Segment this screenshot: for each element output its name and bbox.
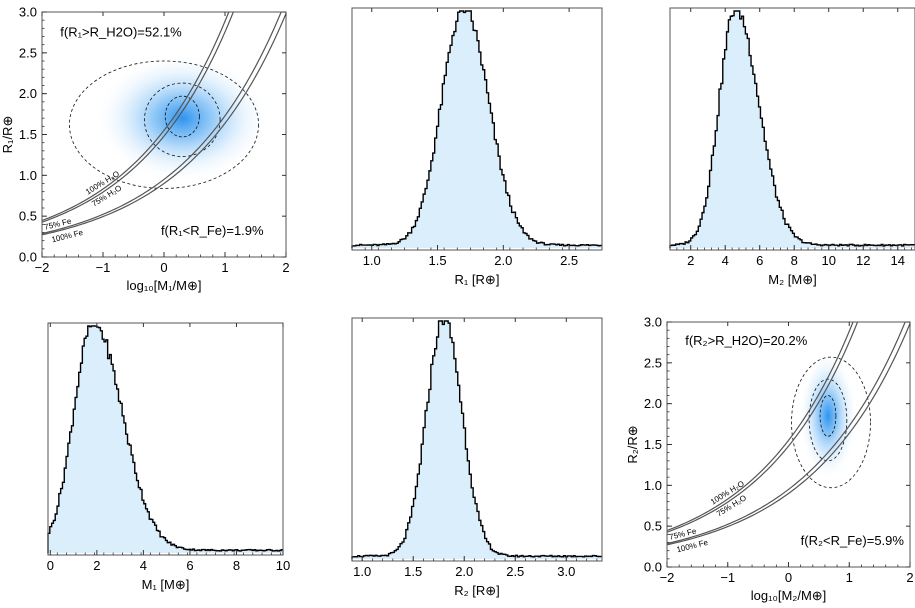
- p1-ytick-label: 2.0: [19, 86, 37, 101]
- p1-ylabel: R₁/R⊕: [0, 116, 15, 154]
- p6-xtick-label: −2: [660, 570, 675, 585]
- p3-xtick-label: 6: [756, 253, 763, 268]
- p5-hist-fill: [352, 321, 602, 559]
- p5-xtick-label: 3.0: [557, 564, 575, 579]
- p5-xtick-label: 2.5: [506, 564, 524, 579]
- p3-xlabel: M₂ [M⊕]: [768, 272, 816, 287]
- p4-xtick-label: 10: [276, 558, 290, 573]
- p2-xlabel: R₁ [R⊕]: [455, 272, 500, 287]
- p5-histogram: 1.0 1.5 2.0 2.5 3.0 R₂ [R⊕]: [351, 317, 603, 598]
- p3-xtick-label: 2: [687, 253, 694, 268]
- p3-histogram: 2 4 6 8 10 12 14 M₂ [M⊕]: [669, 7, 915, 287]
- p1-density: [94, 53, 271, 183]
- p5-xtick-label: 2.0: [455, 564, 473, 579]
- p6-curve-fe100: [667, 323, 910, 546]
- p1-ytick-label: 1.5: [19, 127, 37, 142]
- p5-xtick-label: 1.0: [353, 564, 371, 579]
- p1-curve-fe75: [42, 12, 282, 235]
- p1-ytick-label: 3.0: [19, 5, 37, 20]
- p5-frame: [351, 317, 603, 562]
- p1-plot-area: [42, 12, 286, 236]
- p4-histogram: 0 2 4 6 8 10 M₁ [M⊕]: [47, 322, 290, 592]
- p6-density: [798, 351, 858, 481]
- p4-xtick-label: 8: [233, 558, 240, 573]
- p6-annotation: f(R₂<R_Fe)=5.9%: [801, 533, 905, 548]
- p1-annotation: f(R₁>R_H2O)=52.1%: [60, 25, 182, 40]
- p1-contour: [144, 82, 221, 157]
- p6-ylabel: R₂/R⊕: [625, 425, 640, 463]
- p4-frame: [47, 322, 284, 556]
- p4-hist-fill: [48, 326, 283, 553]
- p5-xlabel: R₂ [R⊕]: [454, 583, 500, 598]
- p1-contour: [69, 60, 259, 189]
- p2-hist-fill: [352, 11, 602, 248]
- p2-hist-outline: [351, 10, 602, 248]
- p1-xtick-label: −2: [35, 260, 50, 275]
- p5-hist-outline: [351, 320, 602, 559]
- p1-curve-fe100: [42, 13, 286, 236]
- p6-ytick-label: 0.0: [644, 560, 662, 575]
- p4-xtick-label: 0: [47, 558, 54, 573]
- p6-curve-h2o100: [667, 322, 854, 532]
- p3-hist-fill: [670, 11, 915, 248]
- p3-xtick-label: 4: [722, 253, 729, 268]
- p6-contour: [791, 356, 871, 489]
- p2-xtick-label: 1.5: [428, 253, 446, 268]
- p3-xtick-label: 10: [821, 253, 835, 268]
- p1-xtick-label: 1: [221, 260, 228, 275]
- p4-xtick-label: 2: [93, 558, 100, 573]
- p6-contour: [819, 395, 837, 437]
- p3-hist-outline: [669, 10, 915, 248]
- p6-frame: [666, 321, 911, 568]
- p1-curve-h2o75: [42, 12, 234, 223]
- p1-ytick-label: 2.5: [19, 45, 37, 60]
- p1-ytick-label: 1.0: [19, 168, 37, 183]
- p3-xtick-label: 8: [791, 253, 798, 268]
- p6-plot-area: [667, 322, 910, 546]
- p6-xtick-label: 0: [785, 570, 792, 585]
- p6-curve-h2o75: [667, 322, 859, 533]
- p2-histogram: 1.0 1.5 2.0 2.5 R₁ [R⊕]: [351, 7, 603, 287]
- p6-curve-fe75: [667, 322, 906, 545]
- p6-contour: [808, 378, 848, 462]
- p4-xtick-label: 4: [140, 558, 147, 573]
- p1-xtick-label: 0: [160, 260, 167, 275]
- p1-ytick-label: 0.0: [19, 250, 37, 265]
- p1-xlabel: log₁₀[M₁/M⊕]: [127, 278, 202, 293]
- p6-annotation: f(R₂>R_H2O)=20.2%: [685, 333, 808, 348]
- p2-xtick-label: 2.5: [560, 253, 578, 268]
- p2-frame: [351, 7, 603, 251]
- p6-ytick-label: 2.0: [644, 396, 662, 411]
- p4-xtick-label: 6: [186, 558, 193, 573]
- p1-annotation: f(R₁<R_Fe)=1.9%: [161, 223, 264, 238]
- p6-ytick-label: 3.0: [644, 315, 662, 330]
- p2-xtick-label: 1.0: [363, 253, 381, 268]
- p1-xtick-label: −1: [96, 260, 111, 275]
- p5-xtick-label: 1.5: [404, 564, 422, 579]
- p1-ytick-label: 0.5: [19, 209, 37, 224]
- p6-xtick-label: −1: [720, 570, 735, 585]
- p3-frame: [669, 7, 915, 251]
- p3-xtick-label: 14: [891, 253, 905, 268]
- p2-xtick-label: 2.0: [494, 253, 512, 268]
- p6-ytick-label: 0.5: [644, 519, 662, 534]
- p6-xtick-label: 1: [846, 570, 853, 585]
- p1-contour: [164, 95, 200, 138]
- p6-xtick-label: 2: [906, 570, 913, 585]
- p6-xlabel: log₁₀[M₂/M⊕]: [751, 588, 827, 603]
- p4-xlabel: M₁ [M⊕]: [142, 577, 190, 592]
- p3-xtick-label: 12: [856, 253, 870, 268]
- p1-curve-h2o100: [42, 12, 230, 222]
- p6-ytick-label: 1.5: [644, 437, 662, 452]
- p4-hist-outline: [47, 325, 283, 553]
- p6-ytick-label: 1.0: [644, 478, 662, 493]
- p1-xtick-label: 2: [282, 260, 289, 275]
- p6-ytick-label: 2.5: [644, 355, 662, 370]
